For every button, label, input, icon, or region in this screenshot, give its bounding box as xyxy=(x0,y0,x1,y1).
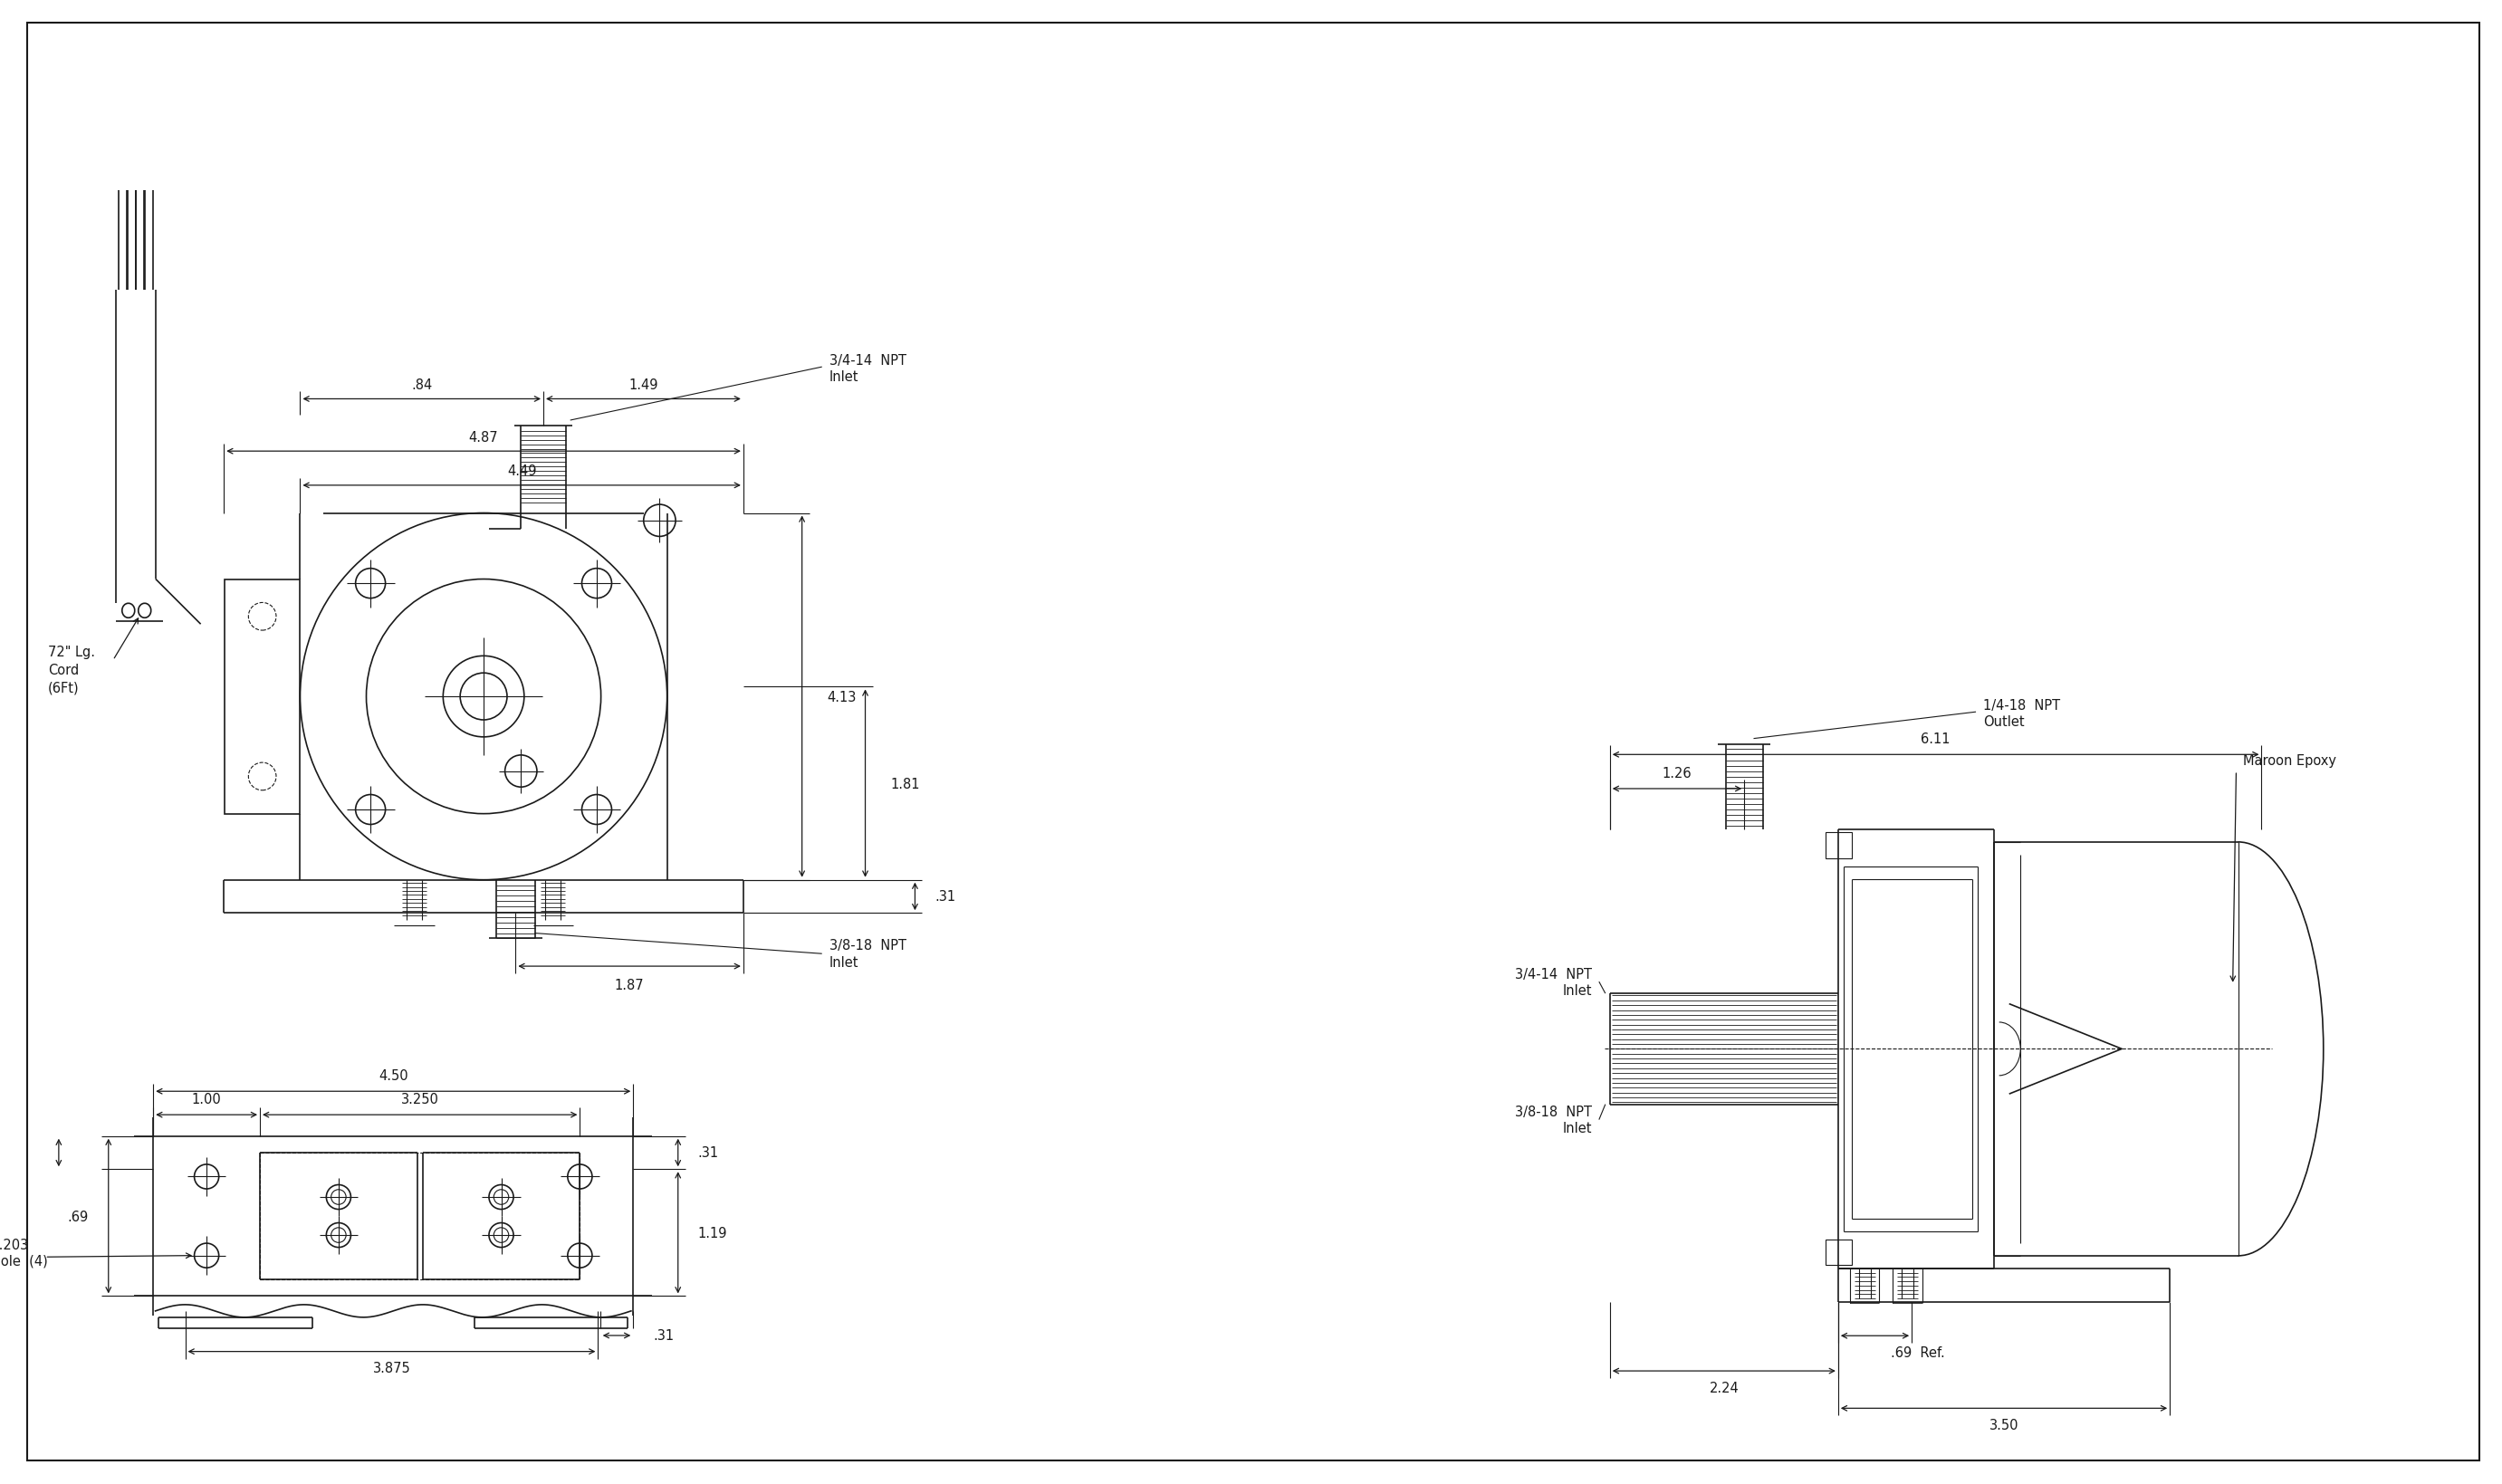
Text: 3.250: 3.250 xyxy=(400,1092,438,1106)
Text: 4.13: 4.13 xyxy=(828,690,856,703)
Text: .84: .84 xyxy=(410,378,433,392)
Text: 6.11: 6.11 xyxy=(1922,732,1952,745)
Text: .69: .69 xyxy=(68,1209,88,1223)
Text: Outlet: Outlet xyxy=(1984,715,2024,729)
Text: Cord: Cord xyxy=(48,663,80,677)
Text: .31: .31 xyxy=(653,1328,673,1343)
Text: 2.24: 2.24 xyxy=(1709,1380,1739,1393)
Bar xyxy=(1826,1239,1851,1266)
Text: 1.49: 1.49 xyxy=(628,378,658,392)
Text: Inlet: Inlet xyxy=(828,370,858,383)
Text: 3.50: 3.50 xyxy=(1989,1417,2019,1432)
Text: Maroon Epoxy: Maroon Epoxy xyxy=(2244,754,2337,767)
Text: φ.203: φ.203 xyxy=(0,1238,30,1251)
Text: 1.87: 1.87 xyxy=(615,978,643,991)
Text: .31: .31 xyxy=(936,890,956,904)
Text: 3.875: 3.875 xyxy=(373,1361,410,1374)
Text: Inlet: Inlet xyxy=(1561,1122,1591,1135)
Text: 3/8-18  NPT: 3/8-18 NPT xyxy=(828,938,906,951)
Text: .31: .31 xyxy=(698,1146,718,1159)
Text: 1.81: 1.81 xyxy=(891,778,921,791)
Text: 4.87: 4.87 xyxy=(468,430,498,444)
Text: 3/4-14  NPT: 3/4-14 NPT xyxy=(1514,968,1591,981)
Text: 4.49: 4.49 xyxy=(508,464,535,478)
Text: Inlet: Inlet xyxy=(1561,984,1591,997)
Bar xyxy=(1826,833,1851,858)
Text: 1.26: 1.26 xyxy=(1661,766,1691,779)
Text: 1.00: 1.00 xyxy=(193,1092,220,1106)
Text: Hole  (4): Hole (4) xyxy=(0,1254,48,1267)
Text: 3/8-18  NPT: 3/8-18 NPT xyxy=(1514,1106,1591,1119)
Text: 72" Lg.: 72" Lg. xyxy=(48,646,95,659)
Text: 1.19: 1.19 xyxy=(698,1226,728,1239)
Text: Inlet: Inlet xyxy=(828,956,858,969)
Text: (6Ft): (6Ft) xyxy=(48,681,80,695)
Text: 1/4-18  NPT: 1/4-18 NPT xyxy=(1984,699,2059,712)
Bar xyxy=(225,580,300,815)
Text: 4.50: 4.50 xyxy=(378,1068,408,1082)
Text: 3/4-14  NPT: 3/4-14 NPT xyxy=(828,353,906,367)
Text: .69  Ref.: .69 Ref. xyxy=(1892,1346,1944,1359)
